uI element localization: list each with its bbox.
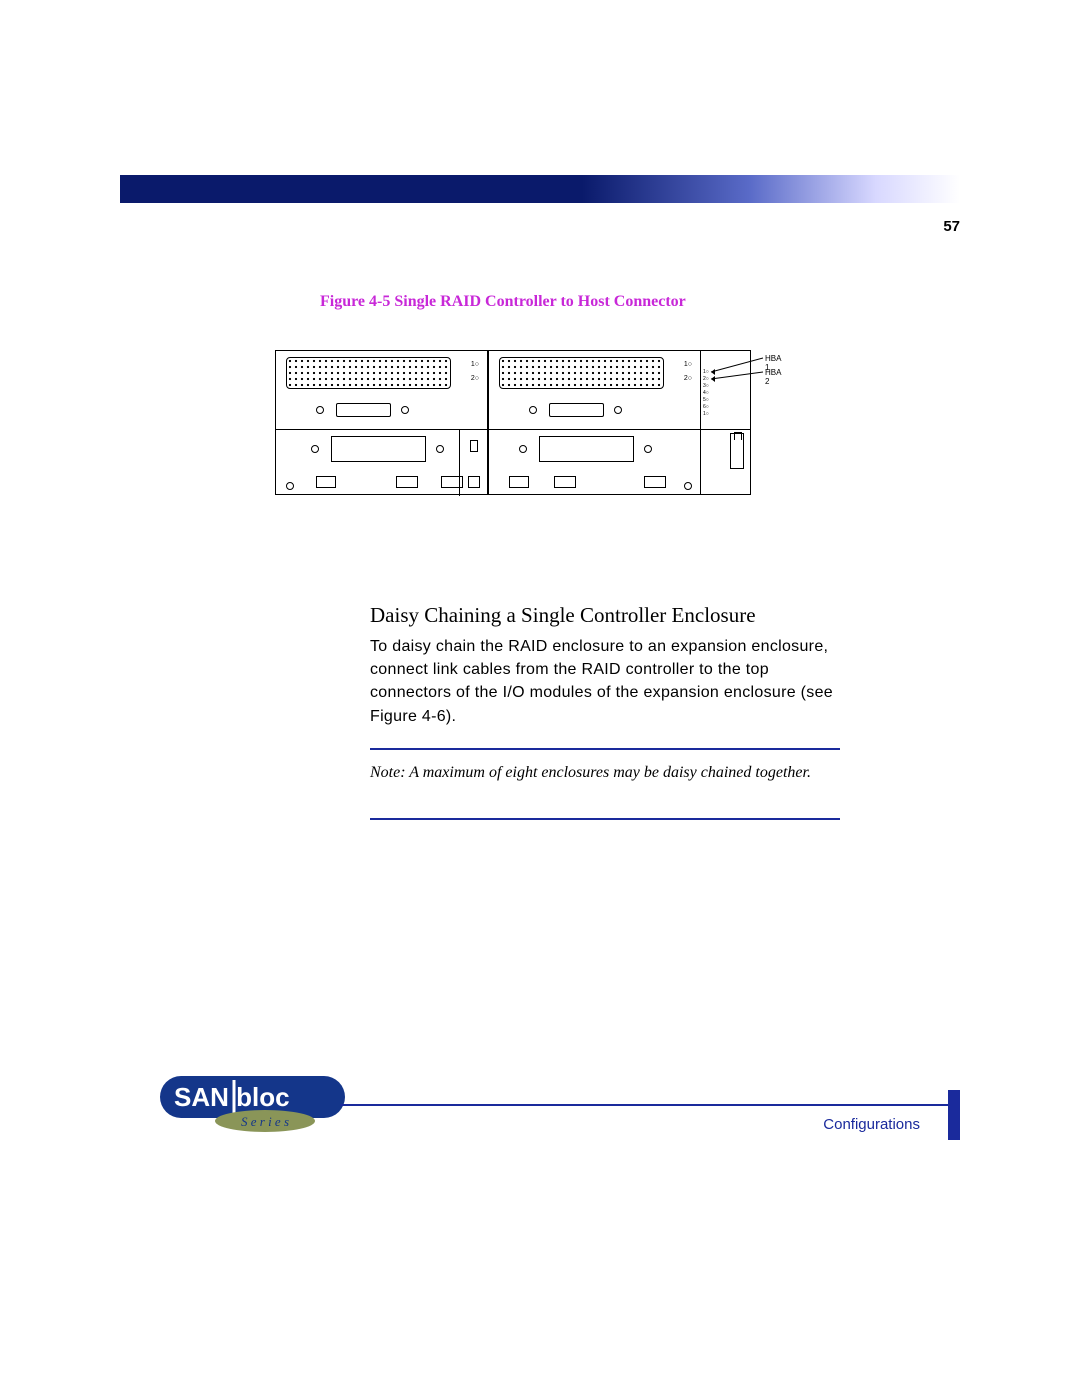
indicator-2: 2○ [684,375,692,382]
indicator-1: 1○ [684,361,692,368]
logo-sub-text: S e r i e s [241,1114,289,1129]
port-icon [336,403,391,417]
sanbloc-logo: SAN bloc S e r i e s [160,1068,355,1145]
switch-icon [644,476,666,488]
switch-icon [554,476,576,488]
section-title: Daisy Chaining a Single Controller Enclo… [370,603,756,628]
connector-notch-icon [734,432,742,440]
indicator-1: 1○ [471,361,479,368]
logo-main-text: SAN bloc [174,1082,290,1112]
screw-icon [286,482,294,490]
enclosure-right: 1○ 2○ [488,350,701,495]
vent-grid-icon [499,357,664,389]
body-paragraph: To daisy chain the RAID enclosure to an … [370,635,840,728]
footer-divider [340,1104,960,1106]
lower-panel [276,429,487,496]
footer-section-label: Configurations [823,1116,920,1133]
note-text: Note: A maximum of eight enclosures may … [370,762,840,784]
small-icon [468,476,480,488]
screw-icon [644,445,652,453]
screw-icon [436,445,444,453]
page-footer: SAN bloc S e r i e s Configurations [120,1060,960,1140]
screw-icon [614,406,622,414]
indicator-2: 2○ [471,375,479,382]
note-divider-bottom [370,818,840,820]
screw-icon [401,406,409,414]
hba-2-label: HBA 2 [765,368,785,386]
leader-lines-icon [701,350,766,390]
divider [701,429,750,430]
note-divider-top [370,748,840,750]
enclosure-diagram: 1○ 2○ 1○ 2○ [275,350,785,505]
screw-icon [316,406,324,414]
screw-icon [519,445,527,453]
lower-panel [489,429,700,496]
vent-grid-icon [286,357,451,389]
enclosure-left: 1○ 2○ [275,350,488,495]
screw-icon [684,482,692,490]
large-port-icon [331,436,426,462]
small-icon [470,440,478,452]
figure-caption: Figure 4-5 Single RAID Controller to Hos… [320,293,686,311]
switch-icon [396,476,418,488]
power-socket-icon [509,476,529,488]
header-gradient-bar [120,175,960,203]
screw-icon [311,445,319,453]
side-connector-icon [730,433,744,469]
divider [459,430,489,496]
large-port-icon [539,436,634,462]
page-number: 57 [943,218,960,235]
footer-accent-bar [948,1090,960,1140]
port-icon [549,403,604,417]
screw-icon [529,406,537,414]
power-socket-icon [316,476,336,488]
